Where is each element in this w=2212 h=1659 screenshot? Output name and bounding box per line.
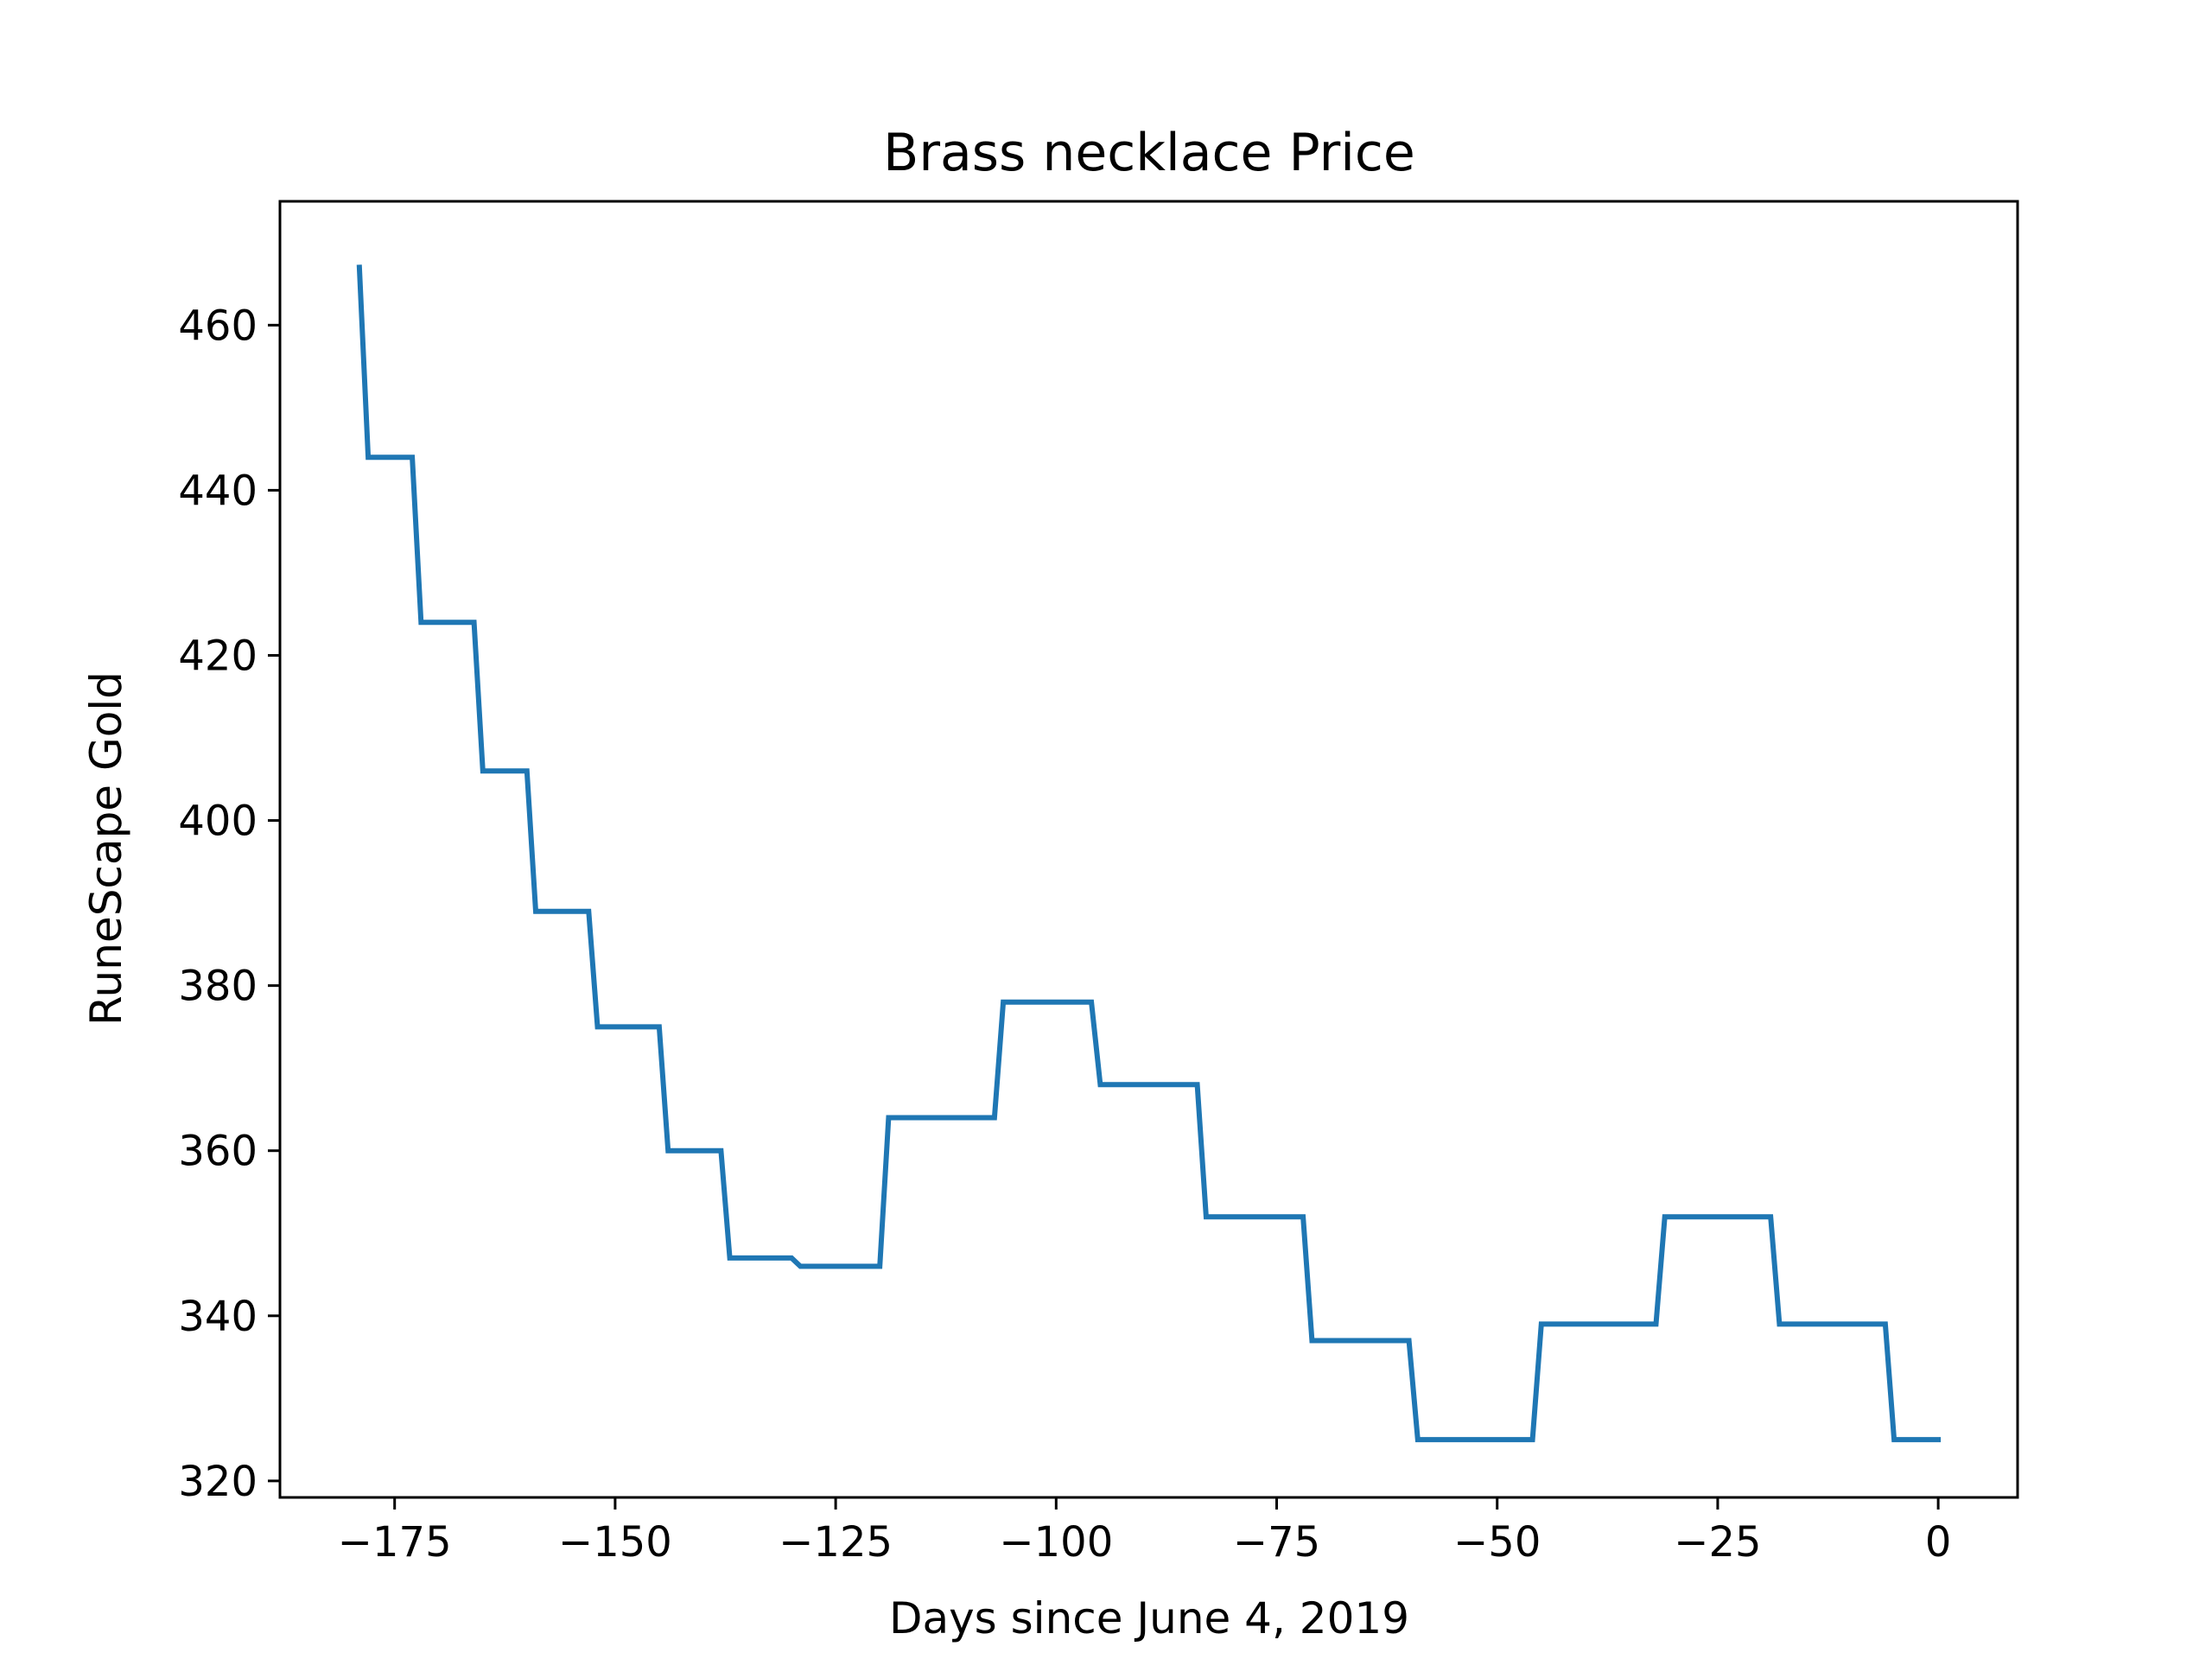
y-tick-label: 340	[178, 1293, 257, 1341]
plot-frame	[278, 200, 2019, 1499]
x-tick-label: −25	[1674, 1518, 1761, 1567]
x-tick-label: −100	[999, 1518, 1113, 1567]
y-tick-label: 320	[178, 1458, 257, 1506]
plot-area	[356, 264, 1942, 1443]
x-axis-label: Days since June 4, 2019	[889, 1593, 1409, 1643]
y-tick-label: 380	[178, 963, 257, 1011]
x-axis: −175 −150 −125 −100 −75 −50 −25 0	[338, 1497, 1952, 1567]
x-tick-label: −50	[1453, 1518, 1541, 1567]
series-line-0	[356, 264, 1942, 1443]
y-axis-label: RuneScape Gold	[81, 671, 131, 1026]
y-tick-label: 460	[178, 302, 257, 350]
chart-title: Brass necklace Price	[883, 123, 1415, 183]
x-tick-label: −150	[558, 1518, 672, 1567]
x-tick-label: −75	[1233, 1518, 1320, 1567]
y-tick-label: 360	[178, 1128, 257, 1176]
x-tick-label: 0	[1925, 1518, 1952, 1567]
x-tick-label: −175	[338, 1518, 452, 1567]
y-tick-label: 400	[178, 798, 257, 846]
y-axis: 320 340 360 380 400 420 440 460	[178, 302, 280, 1506]
x-tick-label: −125	[779, 1518, 893, 1567]
y-tick-label: 420	[178, 632, 257, 680]
y-tick-label: 440	[178, 467, 257, 515]
